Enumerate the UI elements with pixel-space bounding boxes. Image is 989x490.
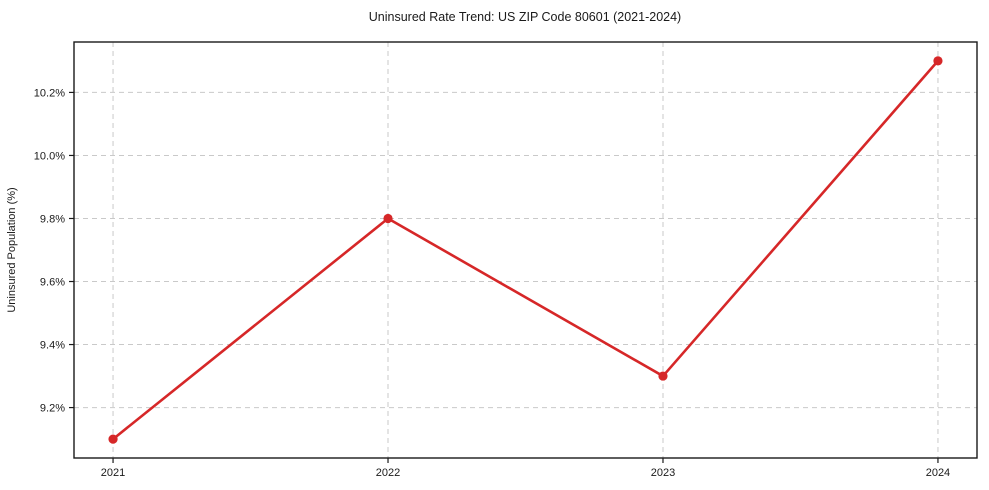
grid-layer bbox=[74, 42, 977, 458]
axes-frame bbox=[73, 41, 978, 459]
x-tick-label: 2021 bbox=[101, 467, 125, 479]
data-point bbox=[933, 56, 943, 66]
x-tick-label: 2022 bbox=[376, 467, 400, 479]
data-point bbox=[383, 213, 393, 224]
x-tick-label: 2024 bbox=[926, 467, 950, 479]
y-tick-label: 9.6% bbox=[40, 277, 65, 289]
y-tick-label: 9.4% bbox=[40, 340, 65, 352]
x-tick-label: 2023 bbox=[651, 467, 675, 479]
series-layer bbox=[108, 56, 943, 444]
y-tick-label: 10.0% bbox=[34, 150, 65, 162]
chart-title: Uninsured Rate Trend: US ZIP Code 80601 … bbox=[369, 10, 681, 24]
trend-line bbox=[111, 59, 940, 441]
data-point bbox=[658, 371, 668, 381]
y-axis-label: Uninsured Population (%) bbox=[6, 187, 18, 312]
y-tick-label: 10.2% bbox=[34, 87, 65, 99]
tick-layer: 2021 2022 2023 2024 9.2% 9.4% 9.6% 9.8% 10.0% 10.… bbox=[34, 87, 950, 479]
y-tick-label: 9.8% bbox=[40, 213, 65, 225]
y-tick-label: 9.2% bbox=[40, 403, 65, 415]
axes-spines bbox=[73, 41, 978, 459]
data-point bbox=[108, 434, 118, 444]
